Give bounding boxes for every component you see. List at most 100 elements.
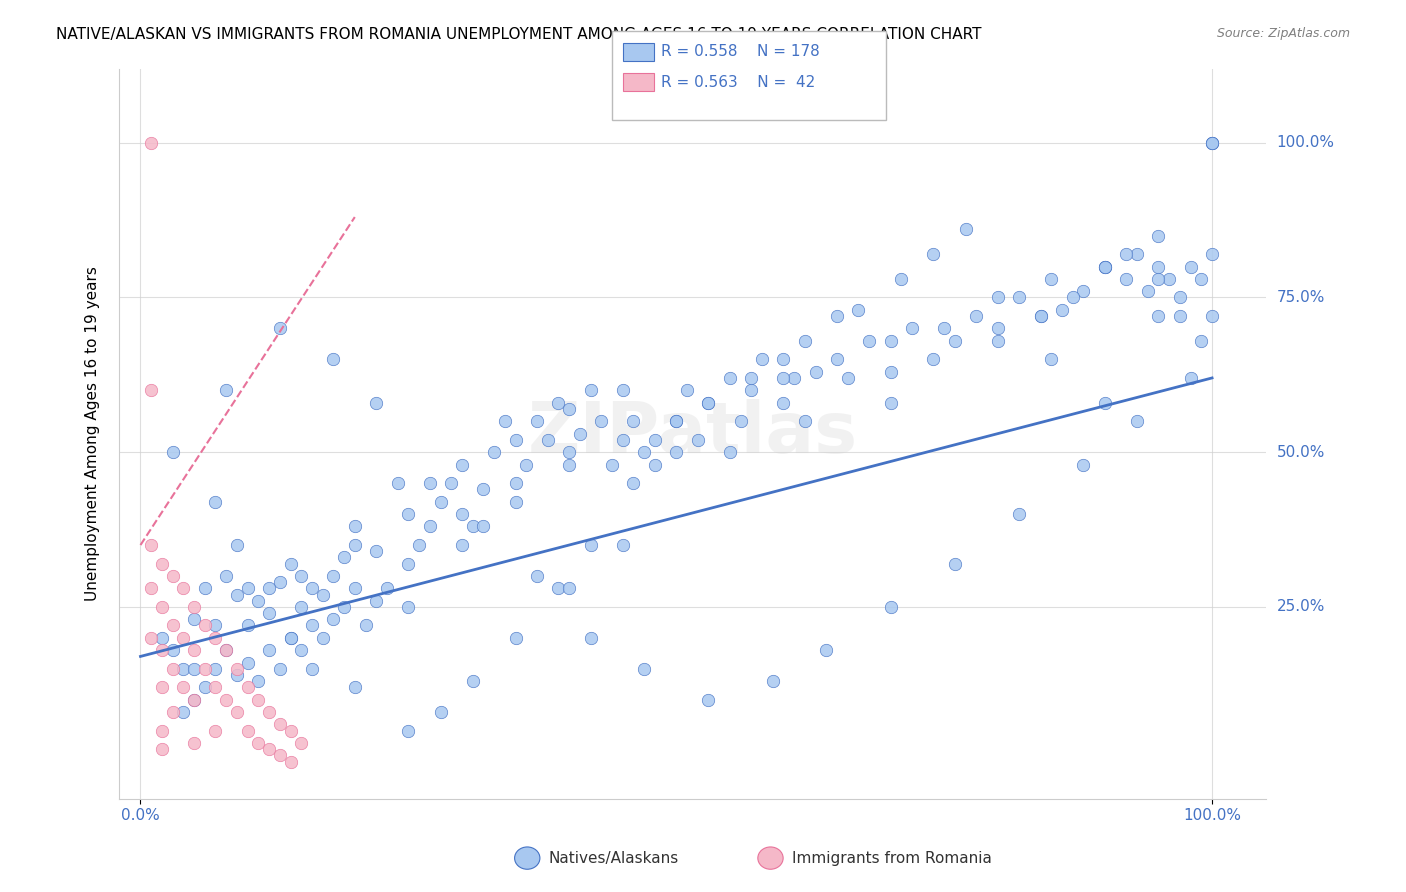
Point (1126, 247, 1149, 261)
Point (804, 365, 827, 379)
Point (236, 723, 259, 738)
Point (183, 692, 205, 706)
Point (505, 476, 527, 491)
Point (644, 458, 666, 472)
Point (879, 599, 901, 614)
Point (943, 557, 966, 571)
Point (226, 705, 249, 719)
Point (150, 557, 173, 571)
Point (987, 334, 1010, 348)
Point (172, 631, 194, 645)
Point (740, 384, 762, 398)
Point (257, 643, 280, 657)
Point (558, 445, 581, 459)
Point (1136, 285, 1159, 299)
Text: 75.0%: 75.0% (1277, 290, 1324, 305)
Point (1189, 272, 1212, 286)
Point (440, 476, 463, 491)
Point (987, 321, 1010, 335)
Text: 50.0%: 50.0% (1277, 445, 1324, 459)
Point (269, 575, 291, 590)
Point (591, 414, 613, 428)
Point (387, 476, 409, 491)
Point (311, 631, 333, 645)
Point (579, 631, 602, 645)
Point (150, 681, 173, 695)
Point (1168, 291, 1191, 305)
Point (1201, 309, 1223, 323)
Point (141, 631, 163, 645)
Point (396, 599, 419, 614)
Point (269, 748, 291, 763)
Point (183, 662, 205, 676)
Point (396, 507, 419, 521)
Point (204, 662, 226, 676)
Point (1073, 458, 1095, 472)
Point (505, 494, 527, 508)
Point (461, 519, 484, 533)
Point (183, 692, 205, 706)
Point (579, 538, 602, 552)
Point (141, 582, 163, 596)
Point (204, 494, 226, 508)
Point (730, 414, 752, 428)
Point (848, 302, 870, 317)
Point (280, 755, 302, 769)
Point (718, 445, 741, 459)
Point (419, 519, 441, 533)
Point (162, 705, 184, 719)
Point (1147, 272, 1170, 286)
Point (1029, 309, 1052, 323)
Point (772, 371, 794, 385)
Point (333, 550, 356, 565)
Point (172, 705, 194, 719)
Point (247, 736, 270, 750)
Point (366, 395, 388, 409)
Point (419, 476, 441, 491)
Point (1050, 302, 1073, 317)
Point (762, 674, 785, 689)
Point (301, 618, 323, 632)
Point (526, 569, 548, 583)
Point (1115, 272, 1137, 286)
Point (825, 309, 848, 323)
Point (172, 662, 194, 676)
Point (922, 352, 945, 367)
Point (922, 247, 945, 261)
Point (858, 334, 880, 348)
Point (558, 582, 581, 596)
Point (322, 352, 344, 367)
Point (505, 433, 527, 447)
Point (311, 588, 333, 602)
Point (1008, 507, 1031, 521)
Point (505, 631, 527, 645)
Point (194, 681, 217, 695)
Point (934, 321, 956, 335)
Point (633, 662, 655, 676)
Point (665, 445, 688, 459)
Point (451, 538, 474, 552)
Point (965, 309, 987, 323)
Point (901, 321, 924, 335)
Point (955, 222, 977, 236)
Point (943, 334, 966, 348)
Point (793, 334, 815, 348)
Point (1201, 247, 1223, 261)
Point (162, 643, 184, 657)
Point (215, 569, 238, 583)
Point (162, 662, 184, 676)
Point (1180, 260, 1202, 274)
Point (183, 612, 205, 626)
Point (226, 662, 249, 676)
Point (718, 371, 741, 385)
Point (783, 371, 806, 385)
Point (1040, 272, 1063, 286)
Point (482, 445, 505, 459)
Point (515, 458, 537, 472)
Point (429, 494, 451, 508)
Point (150, 742, 173, 756)
Text: Immigrants from Romania: Immigrants from Romania (792, 851, 991, 865)
Point (396, 723, 419, 738)
Point (697, 692, 720, 706)
Point (247, 692, 270, 706)
